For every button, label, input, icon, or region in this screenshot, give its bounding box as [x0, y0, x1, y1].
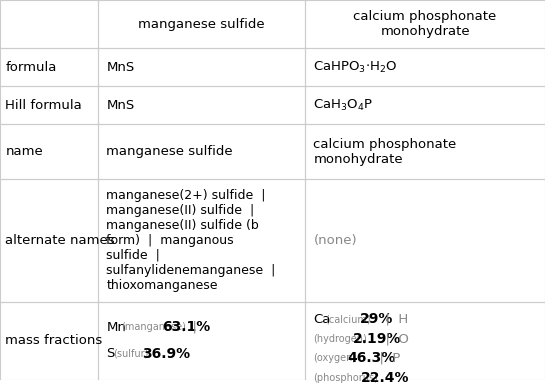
Text: 22.4%: 22.4%: [361, 371, 409, 385]
Text: calcium phosphonate
monohydrate: calcium phosphonate monohydrate: [354, 10, 496, 38]
Text: 63.1%: 63.1%: [162, 320, 211, 334]
Text: CaH$_3$O$_4$P: CaH$_3$O$_4$P: [313, 98, 373, 113]
Text: name: name: [5, 145, 43, 158]
Text: (none): (none): [313, 234, 357, 247]
Text: CaHPO$_3$$\cdot$H$_2$O: CaHPO$_3$$\cdot$H$_2$O: [313, 60, 398, 75]
Bar: [305, 0, 545, 49]
Text: mass fractions: mass fractions: [5, 334, 102, 347]
Bar: [0, 87, 98, 124]
Text: 29%: 29%: [360, 312, 393, 326]
Bar: [305, 179, 545, 301]
Text: (hydrogen): (hydrogen): [313, 333, 367, 343]
Bar: [305, 124, 545, 179]
Text: (phosphorus): (phosphorus): [313, 373, 378, 383]
Text: (oxygen): (oxygen): [313, 353, 356, 363]
Bar: [305, 87, 545, 124]
Bar: [305, 301, 545, 380]
Bar: [0, 179, 98, 301]
Text: Ca: Ca: [313, 313, 331, 326]
Text: S: S: [106, 347, 114, 360]
Text: Mn: Mn: [106, 321, 126, 334]
Bar: [98, 87, 305, 124]
Bar: [0, 49, 98, 87]
Bar: [98, 179, 305, 301]
Bar: [98, 301, 305, 380]
Bar: [0, 0, 98, 49]
Text: MnS: MnS: [106, 61, 135, 74]
Text: MnS: MnS: [106, 99, 135, 112]
Text: calcium phosphonate
monohydrate: calcium phosphonate monohydrate: [313, 138, 457, 166]
Text: |  P: | P: [371, 352, 401, 365]
Text: 2.19%: 2.19%: [353, 331, 402, 346]
Text: |: |: [184, 321, 197, 334]
Text: Hill formula: Hill formula: [5, 99, 82, 112]
Text: manganese sulfide: manganese sulfide: [138, 18, 265, 31]
Text: (sulfur): (sulfur): [113, 349, 149, 359]
Text: alternate names: alternate names: [5, 234, 115, 247]
Text: manganese sulfide: manganese sulfide: [106, 145, 233, 158]
Text: formula: formula: [5, 61, 57, 74]
Bar: [0, 124, 98, 179]
Text: |  H: | H: [377, 313, 408, 326]
Bar: [98, 49, 305, 87]
Bar: [0, 301, 98, 380]
Text: manganese(2+) sulfide  |
manganese(II) sulfide  |
manganese(II) sulfide (b
form): manganese(2+) sulfide | manganese(II) su…: [106, 189, 276, 292]
Text: (manganese): (manganese): [122, 322, 186, 332]
Text: 36.9%: 36.9%: [142, 347, 190, 361]
Text: |  O: | O: [377, 332, 408, 345]
Text: (calcium): (calcium): [325, 314, 371, 324]
Bar: [98, 124, 305, 179]
Bar: [98, 0, 305, 49]
Bar: [305, 49, 545, 87]
Text: 46.3%: 46.3%: [348, 351, 396, 365]
